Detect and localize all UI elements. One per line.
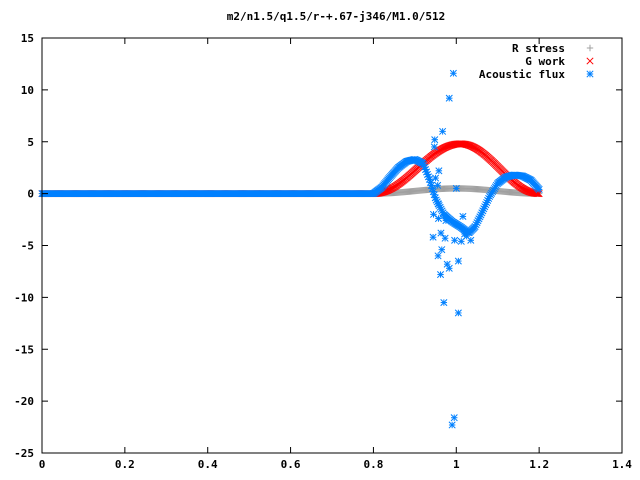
y-tick-label: -10	[14, 291, 34, 304]
legend-label-r-stress: R stress	[512, 42, 565, 55]
data-point	[430, 143, 438, 151]
data-point	[535, 185, 543, 194]
y-tick-label: 10	[21, 84, 34, 97]
x-tick-label: 0.8	[363, 458, 383, 471]
data-point	[429, 210, 438, 218]
legend-marker-g-work	[586, 57, 594, 65]
x-tick-label: 0.6	[281, 458, 301, 471]
data-point	[438, 246, 446, 254]
data-point	[437, 229, 445, 237]
data-point	[459, 212, 467, 221]
data-point	[448, 421, 456, 429]
data-point	[431, 136, 439, 144]
data-point	[454, 257, 462, 265]
x-tick-label: 0.4	[198, 458, 218, 471]
data-point	[452, 184, 460, 192]
y-tick-label: -20	[14, 395, 34, 408]
data-point	[436, 270, 445, 279]
x-tick-label: 1	[453, 458, 460, 471]
data-point	[440, 299, 448, 307]
legend-label-g-work: G work	[525, 55, 565, 68]
data-point	[434, 181, 442, 189]
y-tick-label: -5	[21, 240, 34, 253]
x-tick-label: 0	[39, 458, 46, 471]
data-point	[449, 69, 457, 77]
data-point	[445, 94, 453, 102]
data-point	[434, 214, 443, 223]
y-tick-label: 15	[21, 32, 34, 45]
data-point	[443, 260, 451, 268]
x-tick-label: 1.4	[612, 458, 632, 471]
data-point	[432, 174, 440, 182]
data-point	[434, 200, 443, 208]
y-tick-label: -25	[14, 447, 34, 460]
legend-markers	[586, 44, 594, 78]
data-point	[429, 233, 437, 241]
data-point	[467, 236, 475, 244]
data-point	[534, 190, 542, 198]
y-tick-label: -15	[14, 343, 34, 356]
data-point	[463, 232, 471, 240]
axes-layer: 0 0.2 0.4 0.6 0.8 1 1.2 1.4 15 10 5 0 -5 -10 -15 -20 -25	[14, 32, 632, 471]
series-acoustic-flux	[38, 69, 543, 429]
legend-label-acoustic-flux: Acoustic flux	[479, 68, 565, 81]
legend-marker-r-stress	[586, 44, 594, 52]
y-tick-label: 5	[27, 136, 34, 149]
chart-title: m2/n1.5/q1.5/r-+.67-j346/M1.0/512	[227, 10, 446, 23]
data-point	[454, 309, 462, 317]
data-point	[441, 234, 449, 242]
x-tick-label: 1.2	[529, 458, 549, 471]
x-tick-label: 0.2	[115, 458, 135, 471]
data-point	[451, 236, 459, 244]
legend-marker-acoustic-flux	[586, 70, 594, 78]
series-layer	[38, 69, 543, 429]
data-point	[435, 167, 443, 175]
data-point	[439, 127, 447, 135]
legend: R stress G work Acoustic flux	[479, 42, 594, 81]
data-point	[450, 414, 458, 422]
data-point	[442, 217, 450, 225]
y-tick-label: 0	[27, 188, 34, 201]
data-point	[434, 252, 442, 260]
